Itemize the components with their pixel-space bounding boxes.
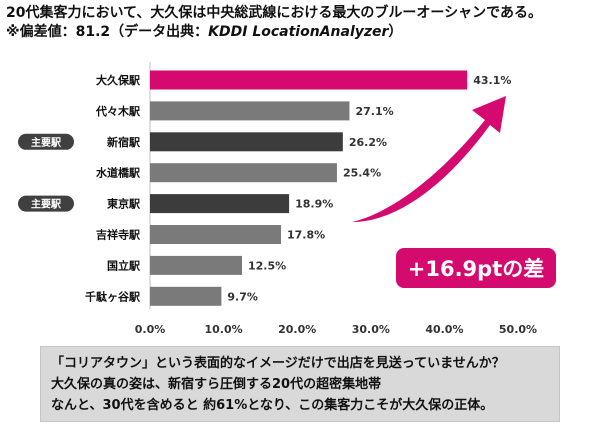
category-label: 水道橋駅 (96, 166, 140, 180)
value-label: 12.5% (248, 259, 286, 272)
x-tick-label: 40.0% (425, 323, 463, 336)
bar (150, 194, 290, 214)
bar (150, 163, 337, 183)
category-label: 代々木駅 (95, 104, 140, 118)
category-label: 大久保駅 (96, 73, 140, 87)
curved-arrow-icon (352, 96, 506, 222)
note-line: 大久保の真の姿は、新宿すら圧倒する20代の超密集地帯 (51, 377, 382, 392)
difference-badge (396, 248, 556, 288)
x-tick-label: 10.0% (205, 323, 243, 336)
difference-label: +16.9ptの差 (408, 257, 544, 281)
category-label: 新宿駅 (107, 135, 140, 149)
category-label: 千駄ヶ谷駅 (85, 289, 140, 303)
value-label: 26.2% (349, 136, 387, 149)
bar (150, 132, 343, 152)
badge-label: 主要駅 (31, 198, 62, 211)
value-label: 9.7% (227, 290, 258, 303)
bar (150, 255, 242, 275)
bar (150, 286, 222, 306)
note-line: なんと、30代を含めると 約61%となり、この集客力こそが大久保の正体。 (51, 398, 494, 413)
bar (150, 101, 350, 121)
bar-chart: 大久保駅 43.1% 代々木駅 27.1% 新宿駅 26.2% 水道橋駅 25.4% 東京駅 18… (18, 62, 556, 336)
value-label: 17.8% (287, 229, 325, 242)
subtitle-prefix: ※偏差値：81.2（データ出典： (6, 24, 209, 40)
category-label: 国立駅 (107, 258, 140, 272)
note-box: 「コリアタウン」という表面的なイメージだけで出店を見送っていませんか？ 大久保の… (40, 346, 560, 422)
major-station-badge (18, 195, 74, 212)
x-tick-label: 20.0% (278, 323, 316, 336)
badge-label: 主要駅 (31, 136, 62, 149)
data-source: KDDI LocationAnalyzer (208, 24, 389, 40)
x-tick-label: 50.0% (499, 323, 537, 336)
x-tick-label: 30.0% (352, 323, 390, 336)
note-line: 「コリアタウン」という表面的なイメージだけで出店を見送っていませんか？ (51, 356, 505, 371)
major-station-badge (18, 133, 74, 150)
category-label: 東京駅 (107, 197, 140, 211)
bar (150, 70, 468, 90)
subtitle-suffix: ） (388, 24, 403, 40)
value-label: 25.4% (343, 167, 381, 180)
page-subtitle: ※偏差値：81.2（データ出典：KDDI LocationAnalyzer） (6, 23, 592, 42)
value-label: 43.1% (473, 74, 511, 87)
category-label: 吉祥寺駅 (96, 228, 140, 242)
page-title: 20代集客力において、大久保は中央総武線における最大のブルーオーシャンである。 (6, 5, 542, 21)
x-tick-label: 0.0% (135, 323, 166, 336)
value-label: 18.9% (295, 198, 333, 211)
value-label: 27.1% (355, 105, 393, 118)
bar (150, 225, 282, 244)
